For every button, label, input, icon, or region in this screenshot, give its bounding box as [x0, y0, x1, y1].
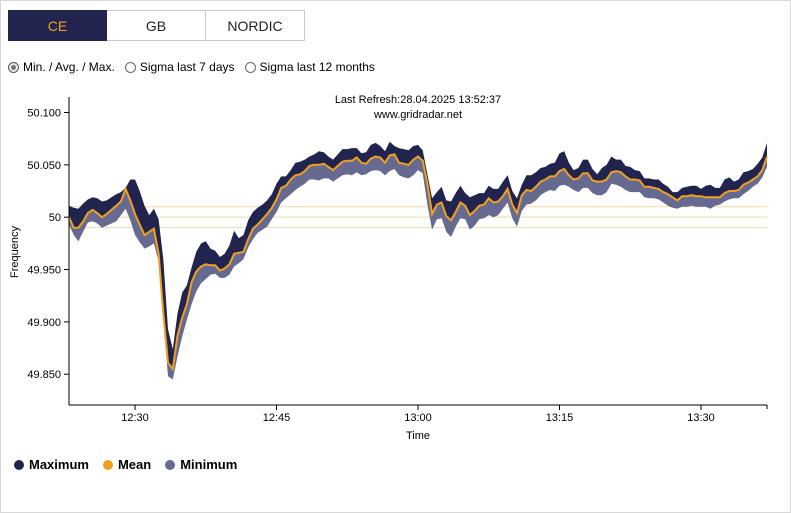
mean-line [68, 153, 768, 372]
maximum-area [69, 141, 767, 369]
radio-sigma-12-months-dot[interactable] [244, 61, 256, 73]
x-tick-label: 13:00 [404, 412, 432, 424]
radio-sigma-12-months[interactable]: Sigma last 12 months [244, 60, 375, 74]
tab-gb-label: GB [145, 17, 167, 34]
radio-min-avg-max[interactable]: Min. / Avg. / Max. [8, 60, 115, 74]
legend-item-minimum[interactable]: Minimum [165, 457, 237, 472]
frequency-chart: 50.100 50.050 50 49.950 49.900 49.850 12:30 12:… [9, 94, 768, 442]
y-tick-label: 49.950 [27, 265, 61, 277]
legend-item-mean[interactable]: Mean [102, 457, 152, 472]
radio-min-avg-max-label: Min. / Avg. / Max. [23, 60, 115, 74]
radio-sigma-12-months-label: Sigma last 12 months [259, 60, 375, 74]
legend-label-mean: Mean [117, 457, 152, 472]
legend-item-maximum[interactable]: Maximum [14, 457, 89, 472]
x-tick-label: 12:30 [121, 412, 149, 424]
chart-legend: Maximum Mean Minimum [14, 457, 237, 472]
tab-nordic-label: NORDIC [227, 17, 283, 34]
y-tick-label: 50 [49, 212, 61, 224]
radio-sigma-7-days-label: Sigma last 7 days [139, 60, 235, 74]
legend-swatch-minimum [165, 459, 176, 470]
y-tick-label: 49.850 [27, 369, 61, 381]
minimum-area [69, 154, 767, 380]
tab-ce[interactable]: CE [8, 10, 107, 41]
y-tick-label: 49.900 [27, 317, 61, 329]
legend-label-minimum: Minimum [180, 457, 238, 472]
tab-nordic[interactable]: NORDIC [206, 10, 305, 41]
radio-sigma-7-days-dot[interactable] [124, 61, 136, 73]
legend-label-maximum: Maximum [29, 457, 89, 472]
x-tick-label: 13:30 [687, 412, 715, 424]
legend-swatch-maximum [14, 459, 24, 470]
y-axis-title: Frequency [9, 226, 21, 278]
tab-ce-label: CE [47, 17, 68, 34]
tab-gb[interactable]: GB [107, 10, 206, 41]
region-tabs: CE GB NORDIC [8, 10, 305, 41]
y-tick-label: 50.050 [27, 160, 61, 172]
view-mode-options: Min. / Avg. / Max. Sigma last 7 days Sig… [8, 60, 375, 74]
legend-swatch-mean [102, 459, 113, 470]
radio-sigma-7-days[interactable]: Sigma last 7 days [124, 60, 235, 74]
x-tick-label: 13:15 [546, 412, 574, 424]
radio-min-avg-max-dot[interactable] [8, 61, 19, 73]
x-axis-title: Time [406, 430, 430, 442]
y-tick-label: 50.100 [27, 107, 61, 119]
last-refresh-text: Last Refresh:28.04.2025 13:52:37 [335, 94, 501, 106]
x-tick-label: 12:45 [263, 412, 291, 424]
site-url-text: www.gridradar.net [373, 109, 462, 121]
